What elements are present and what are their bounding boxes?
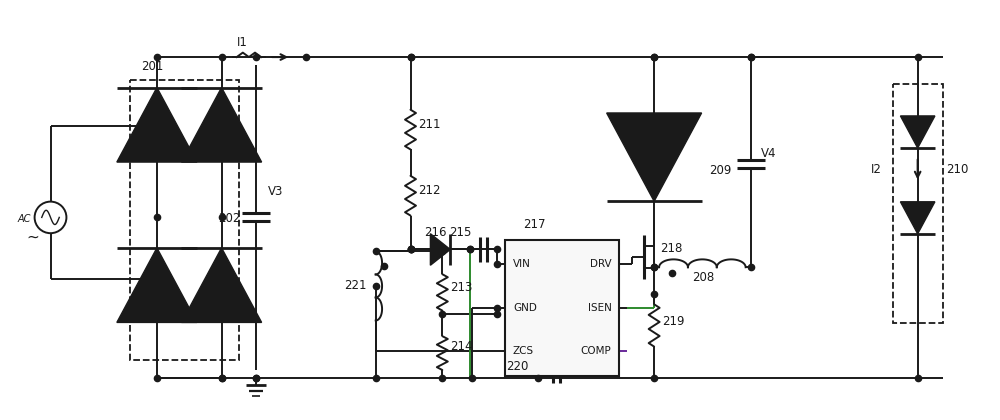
Polygon shape xyxy=(607,113,702,201)
Bar xyxy=(130,80,239,360)
Polygon shape xyxy=(117,248,197,323)
Bar xyxy=(893,84,943,323)
Text: I2: I2 xyxy=(871,163,882,176)
Text: GND: GND xyxy=(513,303,537,313)
Text: 214: 214 xyxy=(450,340,473,353)
Text: 219: 219 xyxy=(662,315,685,328)
Text: 201: 201 xyxy=(141,60,163,73)
Text: 220: 220 xyxy=(506,360,528,373)
Polygon shape xyxy=(117,87,197,162)
Polygon shape xyxy=(900,202,935,234)
Text: ISEN: ISEN xyxy=(588,303,611,313)
Text: V4: V4 xyxy=(761,147,776,160)
Text: COMP: COMP xyxy=(581,346,611,356)
Text: 221: 221 xyxy=(344,279,366,292)
Polygon shape xyxy=(900,116,935,148)
Polygon shape xyxy=(430,234,450,265)
Text: V3: V3 xyxy=(268,185,284,198)
Text: 212: 212 xyxy=(418,184,441,197)
Text: I1: I1 xyxy=(236,36,247,49)
Text: 213: 213 xyxy=(450,281,473,294)
Text: AC: AC xyxy=(18,214,31,224)
Polygon shape xyxy=(181,248,262,323)
Polygon shape xyxy=(181,87,262,162)
Bar xyxy=(505,239,619,376)
Text: ~: ~ xyxy=(26,230,39,245)
Text: 208: 208 xyxy=(692,271,715,284)
Text: 211: 211 xyxy=(418,118,441,131)
Text: 216: 216 xyxy=(424,226,447,239)
Text: ZCS: ZCS xyxy=(513,346,534,356)
Text: 210: 210 xyxy=(947,163,969,176)
Text: 218: 218 xyxy=(660,242,682,255)
Text: DRV: DRV xyxy=(590,259,611,269)
Text: VIN: VIN xyxy=(513,259,531,269)
Text: 215: 215 xyxy=(449,226,471,239)
Text: 209: 209 xyxy=(709,164,731,177)
Text: 207: 207 xyxy=(662,137,684,150)
Text: 202: 202 xyxy=(219,212,241,225)
Text: 217: 217 xyxy=(523,218,545,231)
